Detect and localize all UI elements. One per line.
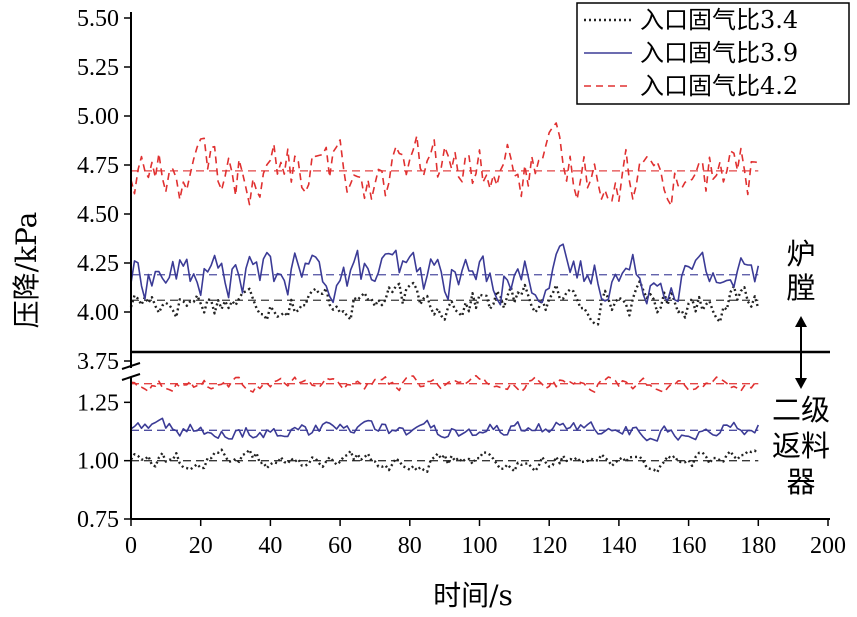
y-tick-label-upper: 4.50 [77, 202, 119, 228]
x-tick-label: 200 [810, 533, 846, 559]
legend-entry-ratio-3.9: 入口固气比3.9 [640, 39, 798, 67]
y-tick-label-upper: 5.25 [77, 55, 119, 81]
arrow-up-head [795, 316, 807, 327]
y-tick-label-lower: 1.00 [77, 449, 119, 475]
x-tick-label: 20 [189, 533, 213, 559]
x-tick-label: 60 [328, 533, 352, 559]
legend: 入口固气比3.4 入口固气比3.9 入口固气比4.2 [576, 2, 850, 105]
axis-break-mark [121, 373, 141, 381]
x-tick-label: 140 [601, 533, 637, 559]
series-line-furnace-1 [130, 243, 760, 306]
axis-layer: 0 20 40 60 80 100 120 140 160 180 200 3.75 4.00 4.25 4… [77, 6, 846, 559]
furnace-region-label: 炉膛 [786, 237, 815, 305]
x-tick-label: 100 [462, 533, 498, 559]
y-tick-label-lower: 1.25 [77, 390, 119, 416]
y-tick-label-lower: 0.75 [77, 507, 119, 533]
x-tick-label: 40 [258, 533, 282, 559]
y-axis-label: 压降/kPa [10, 212, 43, 329]
y-tick-label-upper: 3.75 [77, 349, 119, 375]
series-line-returner-2 [130, 374, 759, 393]
arrow-down-head [795, 378, 807, 389]
y-tick-label-upper: 5.00 [77, 104, 119, 130]
series-line-furnace-2 [130, 122, 759, 207]
y-tick-label-upper: 4.75 [77, 153, 119, 179]
x-tick-label: 120 [531, 533, 567, 559]
furnace-label-char: 膛 [786, 271, 815, 305]
returner-label-line: 二级 [772, 393, 830, 427]
x-tick-label: 80 [398, 533, 422, 559]
returner-label-line: 返料 [772, 429, 830, 463]
x-axis-label: 时间/s [433, 579, 513, 612]
y-tick-label-upper: 5.50 [77, 6, 119, 32]
returner-label-line: 器 [786, 465, 815, 499]
plot-layer [129, 122, 760, 474]
x-tick-label: 180 [740, 533, 776, 559]
legend-entry-ratio-4.2: 入口固气比4.2 [640, 72, 798, 100]
furnace-label-char: 炉 [786, 237, 815, 271]
x-tick-label: 160 [671, 533, 707, 559]
series-line-furnace-0 [129, 280, 760, 326]
legend-entry-ratio-3.4: 入口固气比3.4 [640, 6, 798, 34]
series-line-returner-0 [130, 448, 760, 474]
axis-break-mark [121, 362, 141, 370]
y-tick-label-upper: 4.25 [77, 251, 119, 277]
y-tick-label-upper: 4.00 [77, 300, 119, 326]
x-tick-label: 0 [125, 533, 137, 559]
returner-region-label: 二级返料器 [772, 393, 830, 499]
series-line-returner-1 [130, 417, 760, 442]
